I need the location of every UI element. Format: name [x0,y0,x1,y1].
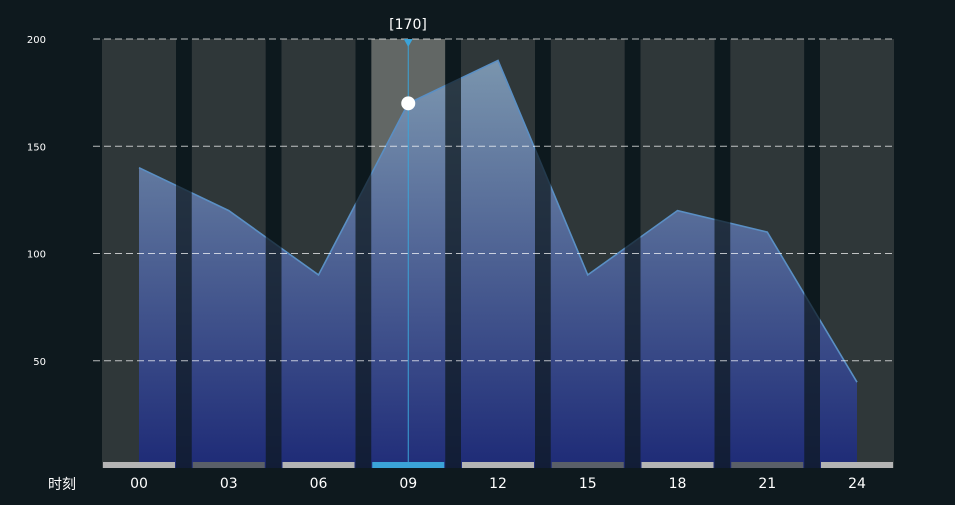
x-tick-label: 03 [220,476,238,492]
x-axis-bar-15 [551,462,624,468]
grid-lines [93,38,895,362]
y-axis: 200 150 100 50 [27,35,46,368]
x-axis-bar-03 [192,462,265,468]
x-axis-bars [103,462,893,468]
y-tick-label: 50 [33,357,46,368]
x-tick-label: 24 [848,476,866,492]
x-axis-bar-06 [282,462,355,468]
x-tick-label: 06 [310,476,328,492]
y-tick-label: 100 [27,250,46,261]
x-axis-title: 时刻 [48,477,76,493]
area-layer [138,59,858,468]
y-tick-label: 150 [27,142,46,153]
x-axis-bar-21 [731,462,804,468]
y-tick-label: 200 [27,35,46,46]
x-axis-bar-00 [103,462,175,468]
x-axis-bar-09 [372,462,445,468]
x-tick-label: 00 [130,476,148,492]
x-axis-bar-18 [641,462,714,468]
data-point-marker[interactable] [401,96,416,111]
x-axis-bar-12 [462,462,534,468]
x-tick-label: 12 [489,476,507,492]
pointer-arrow [403,39,413,47]
x-tick-label: 09 [399,476,417,492]
series-line [138,59,858,383]
x-tick-label: 21 [758,476,776,492]
x-axis-bar-24 [821,462,893,468]
x-tick-label: 15 [579,476,597,492]
area-fill [139,60,857,468]
x-tick-label: 18 [669,476,687,492]
x-axis: 00 03 06 09 12 15 18 21 24 [130,476,866,492]
tooltip-label: [170] [389,17,427,33]
hover-pointer [401,39,416,468]
